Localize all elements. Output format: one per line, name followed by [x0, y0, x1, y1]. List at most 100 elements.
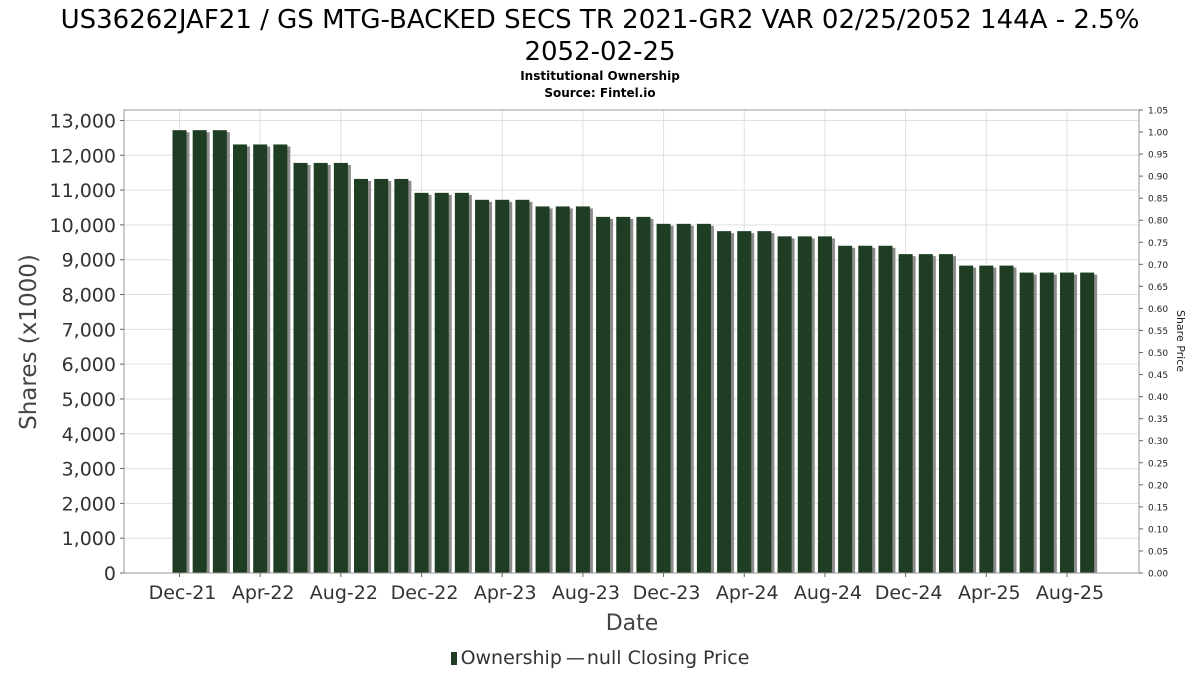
ownership-bar	[414, 192, 429, 573]
ownership-bar	[959, 265, 974, 573]
x-tick-label: Dec-21	[149, 582, 217, 604]
ownership-bar	[918, 254, 933, 573]
y2-tick-label: 0.35	[1148, 415, 1168, 425]
ownership-bar	[394, 178, 409, 573]
ownership-bar	[757, 231, 772, 573]
price-legend-label: null Closing Price	[586, 647, 750, 669]
x-tick-label: Dec-22	[391, 582, 459, 604]
x-tick-label: Apr-24	[716, 582, 779, 604]
y2-tick-label: 0.50	[1148, 349, 1168, 359]
y2-tick-label: 0.55	[1148, 327, 1168, 337]
chart-title-line1: US36262JAF21 / GS MTG-BACKED SECS TR 202…	[60, 5, 1140, 35]
ownership-bar	[999, 265, 1014, 573]
ownership-bar	[333, 162, 348, 573]
y2-tick-label: 0.75	[1148, 239, 1168, 249]
ownership-bar	[192, 130, 207, 573]
y2-tick-label: 0.20	[1148, 481, 1168, 491]
ownership-bar	[878, 245, 893, 574]
y2-tick-label: 1.00	[1148, 129, 1168, 139]
ownership-bar	[596, 216, 611, 573]
ownership-bar	[313, 162, 328, 573]
chart-title: US36262JAF21 / GS MTG-BACKED SECS TR 202…	[0, 4, 1200, 68]
ownership-bar	[817, 236, 832, 573]
y-tick-label: 6,000	[62, 354, 116, 376]
ownership-bar	[172, 130, 187, 573]
y-tick-label: 9,000	[62, 250, 116, 272]
y2-tick-label: 0.65	[1148, 283, 1168, 293]
x-tick-label: Dec-23	[633, 582, 701, 604]
ownership-bar	[838, 245, 853, 574]
ownership-bar	[636, 216, 651, 573]
ownership-bar	[1019, 272, 1034, 573]
plot-frame	[123, 109, 1140, 574]
ownership-bar	[535, 206, 550, 573]
ownership-bar	[555, 206, 570, 573]
x-axis-label: Date	[606, 611, 659, 636]
x-tick-label: Aug-24	[794, 582, 862, 604]
y2-tick-label: 0.40	[1148, 393, 1168, 403]
y-tick-label: 0	[104, 563, 116, 585]
chart-legend: Ownership — null Closing Price	[0, 647, 1200, 669]
y2-tick-label: 0.85	[1148, 195, 1168, 205]
axis-layer: 0 1,000 2,000 3,000 4,000 5,000 6,000 7,000 8,00…	[50, 107, 1169, 605]
y2-tick-label: 0.30	[1148, 437, 1168, 447]
y2-tick-label: 0.15	[1148, 503, 1168, 513]
ownership-bar	[434, 192, 449, 573]
ownership-bar	[656, 223, 671, 574]
ownership-bar	[797, 236, 812, 573]
ownership-bar	[253, 144, 268, 573]
ownership-bar	[1080, 272, 1095, 573]
ownership-bar	[475, 199, 490, 573]
ownership-bar	[1039, 272, 1054, 573]
ownership-bar	[495, 199, 510, 573]
y2-axis-label: Share Price	[1174, 310, 1187, 372]
ownership-legend-label: Ownership	[460, 647, 562, 669]
y-tick-label: 8,000	[62, 285, 116, 307]
ownership-bar	[717, 231, 732, 573]
ownership-bar	[676, 223, 691, 574]
price-legend-line-icon: —	[565, 647, 585, 669]
y2-tick-label: 0.90	[1148, 173, 1168, 183]
x-tick-label: Apr-23	[474, 582, 537, 604]
ownership-bar	[1059, 272, 1074, 573]
ownership-bar	[616, 216, 631, 573]
y-tick-label: 11,000	[50, 180, 116, 202]
x-tick-label: Dec-24	[875, 582, 943, 604]
ownership-bar	[737, 231, 752, 573]
y2-tick-label: 0.95	[1148, 151, 1168, 161]
y-tick-label: 7,000	[62, 319, 116, 341]
y2-tick-label: 0.05	[1148, 547, 1168, 557]
y-tick-label: 3,000	[62, 459, 116, 481]
bar-layer	[172, 130, 1098, 574]
y2-tick-label: 0.80	[1148, 217, 1168, 227]
ownership-bar	[696, 223, 711, 574]
y-tick-label: 2,000	[62, 493, 116, 515]
y-tick-label: 12,000	[50, 145, 116, 167]
chart-source: Source: Fintel.io	[544, 86, 656, 100]
ownership-legend-swatch	[450, 652, 457, 665]
y-tick-label: 10,000	[50, 215, 116, 237]
ownership-bar	[515, 199, 530, 573]
y2-tick-label: 0.10	[1148, 525, 1168, 535]
x-tick-label: Aug-22	[310, 582, 378, 604]
chart-title-line2: 2052-02-25	[524, 37, 676, 67]
ownership-bar	[858, 245, 873, 574]
ownership-bar	[898, 254, 913, 573]
y2-tick-label: 0.45	[1148, 371, 1168, 381]
x-tick-label: Apr-22	[232, 582, 295, 604]
ownership-bar	[454, 192, 469, 573]
y2-tick-label: 0.00	[1148, 570, 1168, 580]
ownership-bar	[233, 144, 248, 573]
y2-tick-label: 0.25	[1148, 459, 1168, 469]
ownership-bar	[979, 265, 994, 573]
chart-subtitle: Institutional Ownership	[520, 69, 680, 83]
y2-tick-label: 0.60	[1148, 305, 1168, 315]
y2-tick-label: 0.70	[1148, 261, 1168, 271]
ownership-bar	[938, 254, 953, 573]
y-tick-label: 1,000	[62, 528, 116, 550]
ownership-bar	[374, 178, 389, 573]
y-tick-label: 4,000	[62, 424, 116, 446]
x-tick-label: Aug-25	[1036, 582, 1104, 604]
x-tick-label: Apr-25	[958, 582, 1021, 604]
